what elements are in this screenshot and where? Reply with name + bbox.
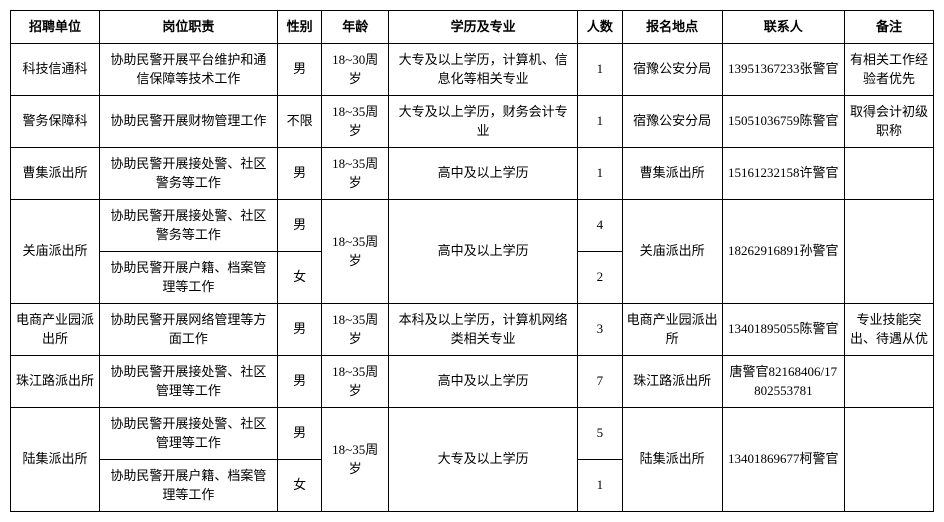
cell-duty: 协助民警开展户籍、档案管理等工作 (99, 251, 277, 303)
cell-note: 专业技能突出、待遇从优 (844, 303, 933, 355)
cell-count: 5 (578, 407, 622, 459)
cell-count: 2 (578, 251, 622, 303)
cell-count: 1 (578, 459, 622, 511)
cell-duty: 协助民警开展接处警、社区管理等工作 (99, 355, 277, 407)
cell-edu: 高中及以上学历 (389, 355, 578, 407)
header-age: 年龄 (322, 11, 389, 44)
cell-note (844, 147, 933, 199)
cell-gender: 男 (277, 303, 321, 355)
cell-contact: 15161232158许警官 (722, 147, 844, 199)
cell-gender: 男 (277, 147, 321, 199)
cell-gender: 女 (277, 459, 321, 511)
cell-duty: 协助民警开展接处警、社区管理等工作 (99, 407, 277, 459)
table-row: 科技信通科 协助民警开展平台维护和通信保障等技术工作 男 18~30周岁 大专及… (11, 43, 934, 95)
cell-edu: 大专及以上学历 (389, 407, 578, 511)
cell-unit: 警务保障科 (11, 95, 100, 147)
cell-age: 18~35周岁 (322, 303, 389, 355)
cell-gender: 男 (277, 407, 321, 459)
cell-edu: 本科及以上学历，计算机网络类相关专业 (389, 303, 578, 355)
cell-gender: 女 (277, 251, 321, 303)
cell-contact: 13401895055陈警官 (722, 303, 844, 355)
cell-count: 1 (578, 95, 622, 147)
header-gender: 性别 (277, 11, 321, 44)
cell-age: 18~35周岁 (322, 147, 389, 199)
cell-contact: 18262916891孙警官 (722, 199, 844, 303)
cell-contact: 13401869677柯警官 (722, 407, 844, 511)
cell-gender: 男 (277, 43, 321, 95)
cell-age: 18~35周岁 (322, 355, 389, 407)
header-note: 备注 (844, 11, 933, 44)
cell-edu: 高中及以上学历 (389, 199, 578, 303)
cell-duty: 协助民警开展接处警、社区警务等工作 (99, 199, 277, 251)
cell-contact: 15051036759陈警官 (722, 95, 844, 147)
header-loc: 报名地点 (622, 11, 722, 44)
cell-edu: 大专及以上学历，计算机、信息化等相关专业 (389, 43, 578, 95)
cell-age: 18~35周岁 (322, 95, 389, 147)
cell-loc: 珠江路派出所 (622, 355, 722, 407)
cell-unit: 陆集派出所 (11, 407, 100, 511)
cell-note (844, 355, 933, 407)
header-duty: 岗位职责 (99, 11, 277, 44)
cell-count: 1 (578, 147, 622, 199)
cell-gender: 男 (277, 355, 321, 407)
cell-count: 3 (578, 303, 622, 355)
cell-duty: 协助民警开展网络管理等方面工作 (99, 303, 277, 355)
cell-contact: 13951367233张警官 (722, 43, 844, 95)
cell-note (844, 407, 933, 511)
cell-age: 18~35周岁 (322, 199, 389, 303)
cell-loc: 陆集派出所 (622, 407, 722, 511)
cell-contact: 唐警官82168406/17802553781 (722, 355, 844, 407)
table-row: 曹集派出所 协助民警开展接处警、社区警务等工作 男 18~35周岁 高中及以上学… (11, 147, 934, 199)
cell-age: 18~35周岁 (322, 407, 389, 511)
table-row: 关庙派出所 协助民警开展接处警、社区警务等工作 男 18~35周岁 高中及以上学… (11, 199, 934, 251)
cell-duty: 协助民警开展平台维护和通信保障等技术工作 (99, 43, 277, 95)
cell-loc: 宿豫公安分局 (622, 43, 722, 95)
table-row: 珠江路派出所 协助民警开展接处警、社区管理等工作 男 18~35周岁 高中及以上… (11, 355, 934, 407)
table-row: 陆集派出所 协助民警开展接处警、社区管理等工作 男 18~35周岁 大专及以上学… (11, 407, 934, 459)
cell-count: 4 (578, 199, 622, 251)
cell-gender: 男 (277, 199, 321, 251)
cell-unit: 科技信通科 (11, 43, 100, 95)
cell-loc: 关庙派出所 (622, 199, 722, 303)
cell-loc: 电商产业园派出所 (622, 303, 722, 355)
cell-age: 18~30周岁 (322, 43, 389, 95)
cell-duty: 协助民警开展财物管理工作 (99, 95, 277, 147)
recruitment-table: 招聘单位 岗位职责 性别 年龄 学历及专业 人数 报名地点 联系人 备注 科技信… (10, 10, 934, 512)
cell-count: 1 (578, 43, 622, 95)
header-row: 招聘单位 岗位职责 性别 年龄 学历及专业 人数 报名地点 联系人 备注 (11, 11, 934, 44)
cell-note: 取得会计初级职称 (844, 95, 933, 147)
cell-duty: 协助民警开展接处警、社区警务等工作 (99, 147, 277, 199)
header-count: 人数 (578, 11, 622, 44)
cell-unit: 曹集派出所 (11, 147, 100, 199)
header-edu: 学历及专业 (389, 11, 578, 44)
cell-unit: 关庙派出所 (11, 199, 100, 303)
cell-unit: 珠江路派出所 (11, 355, 100, 407)
cell-count: 7 (578, 355, 622, 407)
header-contact: 联系人 (722, 11, 844, 44)
header-unit: 招聘单位 (11, 11, 100, 44)
cell-note: 有相关工作经验者优先 (844, 43, 933, 95)
cell-note (844, 199, 933, 303)
cell-unit: 电商产业园派出所 (11, 303, 100, 355)
cell-gender: 不限 (277, 95, 321, 147)
cell-loc: 宿豫公安分局 (622, 95, 722, 147)
cell-duty: 协助民警开展户籍、档案管理等工作 (99, 459, 277, 511)
table-row: 电商产业园派出所 协助民警开展网络管理等方面工作 男 18~35周岁 本科及以上… (11, 303, 934, 355)
cell-loc: 曹集派出所 (622, 147, 722, 199)
cell-edu: 高中及以上学历 (389, 147, 578, 199)
table-row: 警务保障科 协助民警开展财物管理工作 不限 18~35周岁 大专及以上学历，财务… (11, 95, 934, 147)
cell-edu: 大专及以上学历，财务会计专业 (389, 95, 578, 147)
